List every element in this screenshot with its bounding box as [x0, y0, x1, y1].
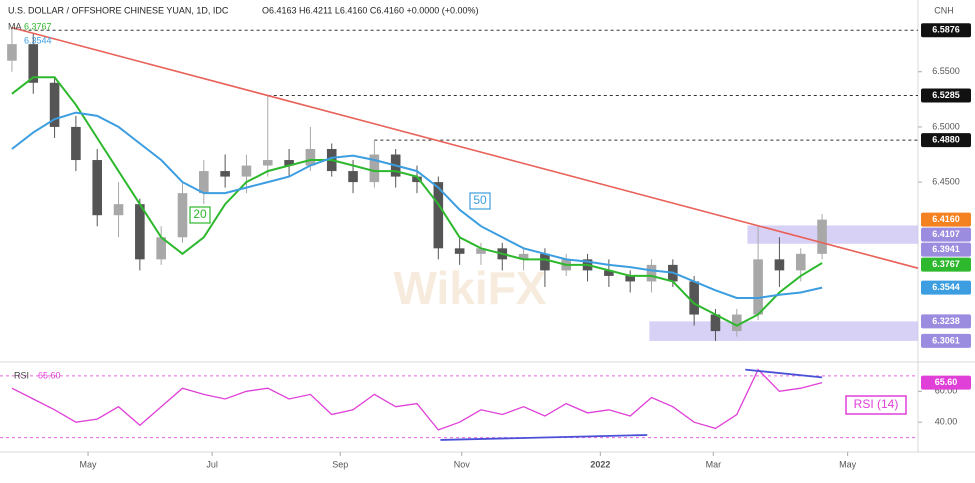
trendline	[11, 26, 919, 269]
price-label-box	[921, 242, 971, 257]
rsi-header-value: 65.60	[38, 370, 61, 380]
price-label-box	[921, 314, 971, 329]
candle-body	[625, 275, 635, 282]
price-label-box	[921, 280, 971, 295]
legend-value: 6.3544	[24, 35, 52, 45]
y-tick-label: 6.5500	[932, 66, 960, 76]
candle-body	[284, 160, 294, 166]
legend-value: 6.3767	[24, 21, 52, 31]
price-label: 6.4880	[932, 135, 960, 145]
price-label: 6.4107	[932, 229, 960, 239]
x-tick-label: Sep	[332, 459, 348, 469]
candle-body	[433, 182, 444, 249]
zone	[747, 225, 918, 244]
ma-name-box	[189, 206, 211, 224]
rsi-value-box	[921, 375, 971, 390]
price-label: 6.3767	[932, 259, 960, 269]
x-tick-label: May	[839, 459, 857, 469]
candle-body	[689, 281, 699, 315]
price-label-box	[921, 257, 971, 272]
candle-body	[795, 253, 806, 271]
price-label: 6.4160	[932, 214, 960, 224]
x-tick-label: May	[80, 459, 98, 469]
ma-line	[11, 111, 823, 299]
candle-body	[731, 314, 742, 332]
candle-body	[113, 204, 124, 216]
ma-name-box	[469, 192, 491, 210]
x-tick-label: Jul	[206, 459, 218, 469]
rsi-name: RSI	[14, 370, 29, 380]
candle-body	[71, 126, 81, 161]
y-tick-label: 60.00	[935, 386, 958, 396]
rsi-value-label: 65.60	[935, 377, 958, 387]
zone	[649, 321, 918, 341]
candle-body	[774, 259, 785, 271]
divergence-line	[440, 434, 648, 441]
price-label-box	[921, 212, 971, 227]
price-label-box	[921, 88, 971, 103]
candle-body	[540, 253, 550, 271]
chart-title: U.S. DOLLAR / OFFSHORE CHINESE YUAN, 1D,…	[8, 5, 229, 15]
candle-body	[220, 171, 230, 177]
rsi-line	[11, 368, 823, 431]
candle-body	[49, 82, 60, 127]
candle-body	[135, 204, 145, 260]
rsi-annotation: RSI (14)	[854, 397, 899, 411]
rsi-annotation-box	[845, 395, 907, 415]
candle-body	[454, 248, 465, 254]
symbol-label: CNH	[934, 5, 954, 15]
price-label-box	[921, 133, 971, 148]
x-tick-label: Mar	[706, 459, 722, 469]
candle-body	[710, 314, 721, 332]
candle-body	[476, 248, 486, 254]
price-label: 6.3544	[932, 282, 960, 292]
price-label: 6.3238	[932, 316, 960, 326]
price-label: 6.3061	[932, 335, 960, 345]
candle-body	[28, 44, 39, 83]
ma-name: 50	[473, 193, 487, 207]
ohlc-text: O6.4163 H6.4211 L6.4160 C6.4160 +0.0000 …	[262, 5, 479, 15]
price-label-box	[921, 23, 971, 38]
candle-body	[646, 264, 657, 282]
watermark: WikiFX	[394, 262, 547, 314]
x-tick-label: Nov	[454, 459, 471, 469]
candle-body	[262, 160, 273, 166]
price-label: 6.5876	[932, 25, 960, 35]
candle-body	[199, 171, 209, 194]
candle-body	[156, 237, 166, 260]
candle-body	[369, 154, 380, 183]
candle-body	[604, 270, 614, 276]
price-label-box	[921, 227, 971, 242]
legend-label: MA	[8, 21, 22, 31]
divergence-line	[745, 368, 823, 379]
price-label: 6.3941	[932, 244, 960, 254]
price-label: 6.5285	[932, 90, 960, 100]
candle-body	[241, 165, 252, 177]
candle-body	[348, 171, 358, 183]
y-tick-label: 40.00	[935, 417, 958, 427]
candle-body	[305, 148, 316, 166]
candle-body	[817, 219, 827, 254]
x-tick-label: 2022	[590, 459, 610, 469]
candle-body	[412, 176, 422, 183]
candle-body	[518, 253, 529, 260]
y-tick-label: 6.5000	[932, 121, 960, 131]
ma-line	[11, 76, 823, 327]
candle-body	[753, 259, 763, 315]
y-tick-label: 6.4500	[932, 176, 960, 186]
ma-name: 20	[193, 207, 207, 221]
candle-body	[177, 193, 188, 238]
candle-body	[92, 160, 103, 216]
price-label-box	[921, 333, 971, 348]
candle-body	[7, 44, 17, 61]
